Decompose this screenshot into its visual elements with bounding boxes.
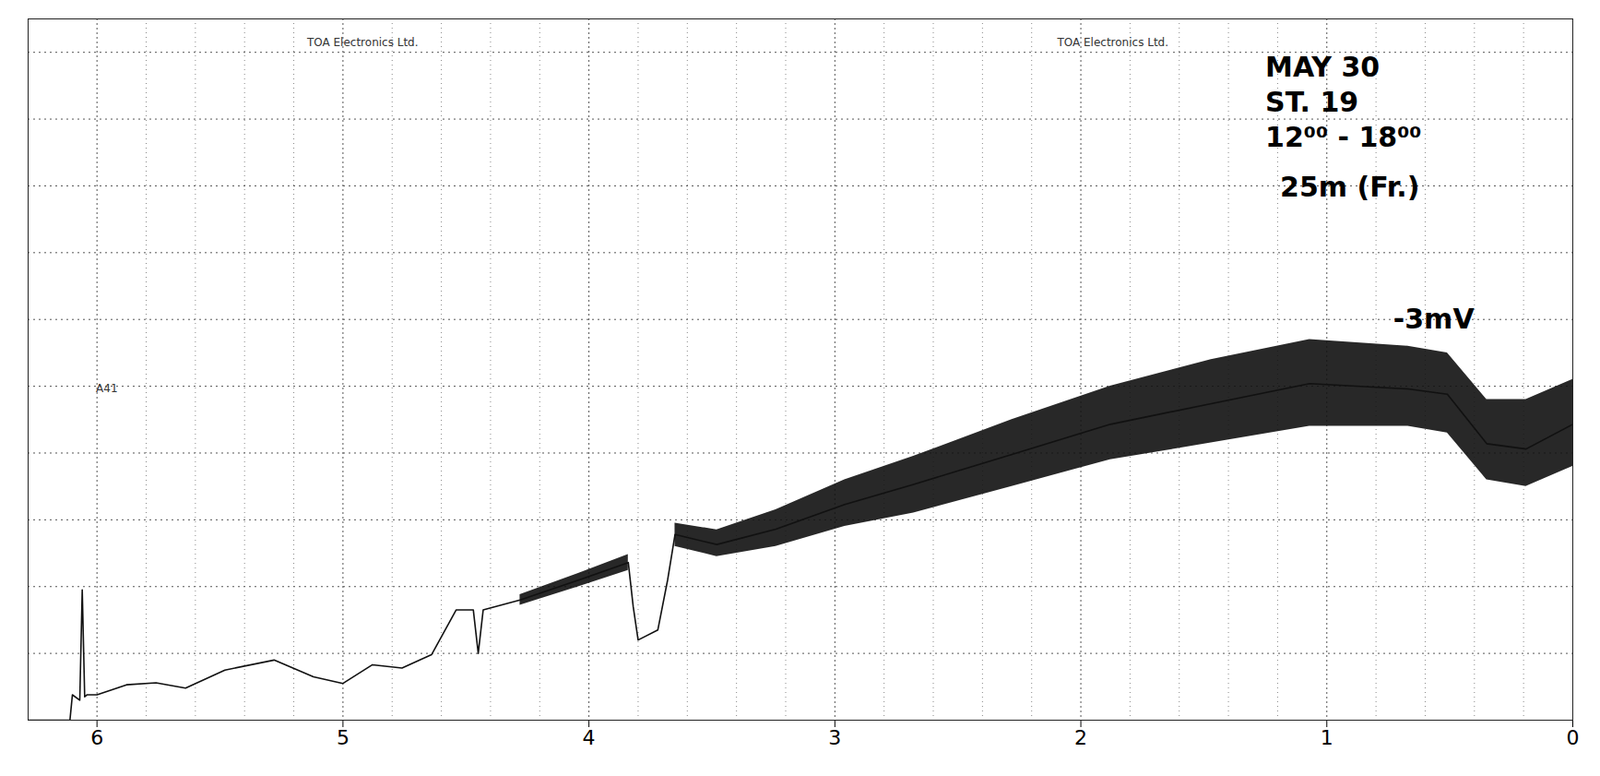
svg-text:TOA Electronics Ltd.: TOA Electronics Ltd. bbox=[1055, 35, 1169, 49]
svg-text:A41: A41 bbox=[95, 381, 118, 395]
svg-text:1: 1 bbox=[1320, 725, 1334, 749]
svg-text:ST. 19: ST. 19 bbox=[1265, 85, 1359, 119]
svg-text:6: 6 bbox=[90, 725, 104, 749]
svg-text:0: 0 bbox=[1566, 725, 1580, 749]
svg-text:-3mV: -3mV bbox=[1393, 302, 1476, 335]
svg-text:3: 3 bbox=[828, 725, 842, 749]
svg-text:MAY 30: MAY 30 bbox=[1265, 50, 1380, 83]
svg-text:4: 4 bbox=[582, 725, 596, 749]
svg-text:2: 2 bbox=[1074, 725, 1088, 749]
svg-text:25m (Fr.): 25m (Fr.) bbox=[1280, 170, 1420, 203]
svg-text:TOA Electronics Ltd.: TOA Electronics Ltd. bbox=[306, 35, 419, 49]
svg-text:5: 5 bbox=[336, 725, 350, 749]
svg-text:12⁰⁰ - 18⁰⁰: 12⁰⁰ - 18⁰⁰ bbox=[1265, 120, 1422, 154]
